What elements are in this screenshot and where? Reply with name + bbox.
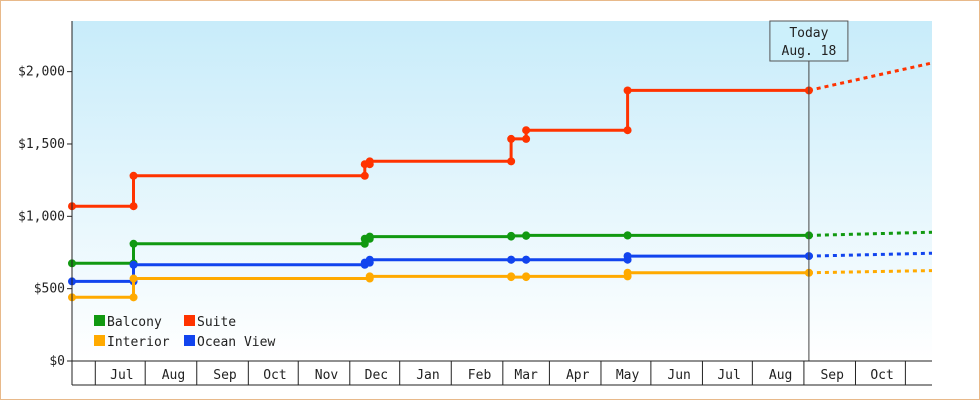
data-point-balcony xyxy=(129,239,138,248)
x-tick-label: Sep xyxy=(213,368,237,383)
x-tick-label: Nov xyxy=(315,368,339,383)
x-tick-label: Sep xyxy=(820,368,844,383)
y-axis: $0 $500 $1,000 $1,500 $2,000 xyxy=(18,21,73,385)
projection-lines xyxy=(808,61,933,275)
data-point-ocean-view xyxy=(507,255,516,264)
legend-swatch xyxy=(184,335,195,346)
data-point-interior xyxy=(129,293,138,302)
data-point-balcony xyxy=(365,232,374,241)
x-tick-label: Aug xyxy=(162,368,185,383)
data-point-suite xyxy=(360,171,369,180)
legend: Balcony Suite Interior Ocean View xyxy=(94,315,275,350)
today-label-box xyxy=(769,20,849,62)
x-tick-label: Apr xyxy=(566,368,590,383)
today-marker: Today Aug. 18 xyxy=(769,20,849,361)
data-point-ocean-view xyxy=(522,255,531,264)
data-point-balcony xyxy=(623,231,632,240)
x-tick-label: Mar xyxy=(514,368,538,383)
data-point-ocean-view xyxy=(129,260,138,269)
data-point-ocean-view xyxy=(623,252,632,261)
x-tick-label: Feb xyxy=(468,368,492,383)
data-point-suite xyxy=(522,126,531,135)
x-tick-label: Jan xyxy=(416,368,439,383)
data-point-balcony xyxy=(522,231,531,240)
x-tick-label: Jul xyxy=(717,368,740,383)
data-point-suite xyxy=(129,171,138,180)
x-tick-label: May xyxy=(616,368,640,383)
data-point-suite xyxy=(365,157,374,166)
y-tick-label: $2,000 xyxy=(18,65,65,80)
data-point-interior xyxy=(522,272,531,281)
y-tick-label: $1,000 xyxy=(18,209,65,224)
data-point-interior xyxy=(365,272,374,281)
x-tick-label: Aug xyxy=(769,368,792,383)
data-point-suite xyxy=(507,157,516,166)
data-point-interior xyxy=(507,273,516,282)
data-point-ocean-view xyxy=(365,255,374,264)
today-date-label: Aug. 18 xyxy=(782,44,837,59)
series-line-suite xyxy=(72,88,809,208)
data-point-balcony xyxy=(507,231,516,240)
data-point-suite xyxy=(129,202,138,211)
data-point-suite xyxy=(623,86,632,95)
data-point-suite xyxy=(507,134,516,143)
legend-label: Suite xyxy=(197,315,236,330)
legend-label: Balcony xyxy=(107,315,162,330)
x-axis: Jul Aug Sep Oct Nov Dec Jan Feb Mar Apr May Jun Jul A… xyxy=(72,360,932,386)
y-tick-label: $1,500 xyxy=(18,137,65,152)
data-point-suite xyxy=(522,134,531,143)
x-tick-label: Jun xyxy=(667,368,690,383)
legend-label: Ocean View xyxy=(197,335,275,350)
legend-swatch xyxy=(94,335,105,346)
projection-suite xyxy=(808,61,933,92)
data-point-interior xyxy=(623,268,632,277)
legend-swatch xyxy=(94,315,105,326)
x-tick-label: Oct xyxy=(263,368,286,383)
x-tick-label: Dec xyxy=(365,368,388,383)
data-point-interior xyxy=(129,274,138,283)
y-tick-label: $500 xyxy=(34,282,65,297)
legend-label: Interior xyxy=(107,335,170,350)
legend-swatch xyxy=(184,315,195,326)
x-tick-label: Oct xyxy=(870,368,893,383)
y-tick-label: $0 xyxy=(49,354,65,369)
data-point-suite xyxy=(623,126,632,135)
x-tick-label: Jul xyxy=(110,368,133,383)
today-label: Today xyxy=(789,26,828,41)
plot-background xyxy=(72,21,932,361)
